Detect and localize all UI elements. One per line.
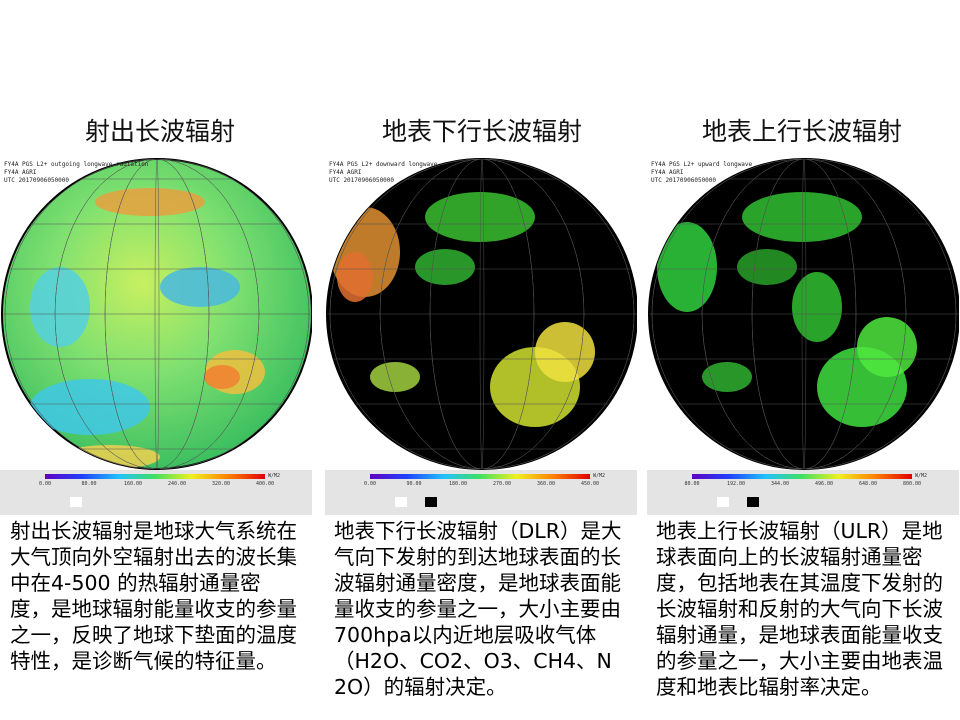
legend-swatch <box>70 497 82 507</box>
colorbar <box>692 474 912 479</box>
legend-swatch <box>395 497 407 507</box>
image-header: UTC 20170906050000 <box>329 177 394 184</box>
meridian <box>4 159 310 469</box>
legend-swatch <box>717 497 729 507</box>
globe-feature <box>657 222 717 312</box>
description: 地表下行长波辐射（DLR）是大气向下发射的到达地球表面的长波辐射通量密度，是地球… <box>334 519 622 699</box>
meridian <box>329 159 635 469</box>
meridian <box>104 159 210 469</box>
meridian <box>751 159 857 469</box>
colorbar-tick-label: 240.00 <box>168 481 186 487</box>
image-header: FY4A AGRI <box>329 169 362 176</box>
globe-features <box>2 159 312 469</box>
globe-feature <box>857 317 917 377</box>
image-header: UTC 20170906050000 <box>4 177 69 184</box>
colorbar-tick-label: 0.00 <box>39 481 51 487</box>
image-header: FY4A PGS L2+ downward longwave <box>329 161 438 168</box>
colorbar-tick-label: 180.00 <box>449 481 467 487</box>
globe-feature <box>337 252 373 302</box>
colorbar-tick-label: 270.00 <box>493 481 511 487</box>
globe-feature <box>30 267 90 347</box>
meridian <box>429 159 535 469</box>
colorbar-tick-label: 648.00 <box>859 481 877 487</box>
description: 地表上行长波辐射（ULR）是地球表面向上的长波辐射通量密度，包括地表在其温度下发… <box>656 519 943 699</box>
image-header: FY4A AGRI <box>651 169 684 176</box>
colorbar <box>370 474 590 479</box>
colorbar-tick-label: 90.00 <box>406 481 421 487</box>
colorbar-tick-label: 0.00 <box>364 481 376 487</box>
colorbar-tick-label: 800.00 <box>903 481 921 487</box>
colorbar-tick-label: 80.00 <box>81 481 96 487</box>
panel-image: FY4A PGS L2+ outgoing longwave radiation… <box>0 157 312 515</box>
legend-swatch <box>747 497 759 507</box>
globe-feature <box>425 192 535 242</box>
meridian <box>54 159 260 469</box>
globe-feature <box>160 267 240 307</box>
meridian <box>701 159 907 469</box>
globe-feature <box>415 249 475 285</box>
globe-features <box>649 159 959 469</box>
colorbar <box>45 474 265 479</box>
panel-title: 地表上行长波辐射 <box>701 117 902 146</box>
colorbar-tick-label: 80.00 <box>684 481 699 487</box>
image-header: FY4A AGRI <box>4 169 37 176</box>
globe-feature <box>792 272 842 342</box>
meridian <box>379 159 585 469</box>
globe-feature <box>737 249 797 285</box>
globe-feature <box>95 188 205 216</box>
globe-feature <box>30 379 150 435</box>
colorbar-tick-label: 400.00 <box>256 481 274 487</box>
description: 射出长波辐射是地球大气系统在大气顶向外空辐射出去的波长集中在4-500 的热辐射… <box>10 519 297 673</box>
colorbar-tick-label: 320.00 <box>212 481 230 487</box>
legend-swatch <box>425 497 437 507</box>
globe-feature <box>204 365 240 389</box>
meridian <box>651 159 957 469</box>
globe-feature <box>535 322 595 382</box>
globe-feature <box>702 362 752 392</box>
panel-title: 射出长波辐射 <box>84 117 235 146</box>
colorbar-tick-label: 450.00 <box>581 481 599 487</box>
colorbar-tick-label: 160.00 <box>124 481 142 487</box>
image-header: FY4A PGS L2+ outgoing longwave radiation <box>4 161 149 168</box>
colorbar-unit: W/M2 <box>268 473 280 479</box>
colorbar-tick-label: 360.00 <box>537 481 555 487</box>
globe-feature <box>742 192 862 242</box>
colorbar-tick-label: 192.00 <box>727 481 745 487</box>
globe-feature <box>370 362 420 392</box>
colorbar-unit: W/M2 <box>593 473 605 479</box>
colorbar-unit: W/M2 <box>915 473 927 479</box>
panel-title: 地表下行长波辐射 <box>381 117 582 146</box>
image-header: FY4A PGS L2+ upward longwave <box>651 161 753 168</box>
colorbar-tick-label: 344.00 <box>771 481 789 487</box>
image-header: UTC 20170906050000 <box>651 177 716 184</box>
colorbar-tick-label: 496.00 <box>815 481 833 487</box>
